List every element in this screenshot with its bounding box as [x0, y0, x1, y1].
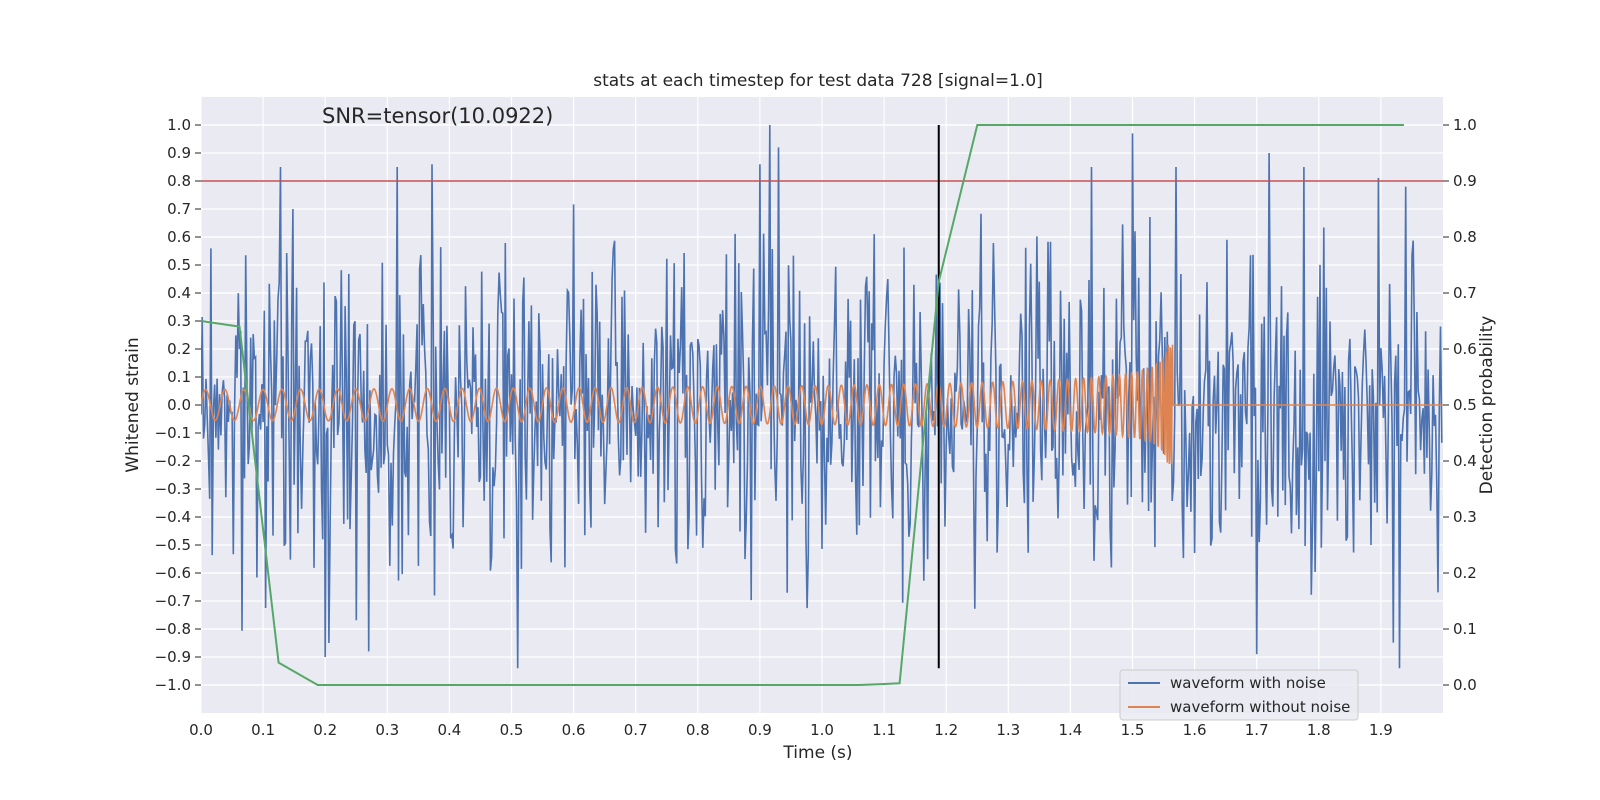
y-tick-label: −1.0 — [155, 676, 191, 694]
x-axis-label: Time (s) — [782, 743, 852, 763]
y2-tick-label: 0.6 — [1453, 340, 1477, 358]
x-tick-label: 0.3 — [375, 721, 399, 739]
y-tick-label: 0.9 — [167, 144, 191, 162]
x-tick-label: 0.1 — [251, 721, 275, 739]
y-tick-label: 0.3 — [167, 312, 191, 330]
y-tick-label: −0.6 — [155, 564, 191, 582]
series-layer — [201, 124, 1443, 669]
y-tick-label: −0.7 — [155, 592, 191, 610]
x-tick-label: 1.7 — [1245, 721, 1269, 739]
y2-tick-label: 0.7 — [1453, 284, 1477, 302]
legend-label-noise: waveform with noise — [1170, 674, 1326, 692]
y-tick-label: 1.0 — [167, 116, 191, 134]
x-tick-label: 1.4 — [1058, 721, 1082, 739]
y-tick-label: −0.1 — [155, 424, 191, 442]
y2-tick-label: 0.1 — [1453, 620, 1477, 638]
y-tick-label: −0.2 — [155, 452, 191, 470]
y2-tick-label: 0.8 — [1453, 228, 1477, 246]
detection-probability-line — [201, 124, 1404, 686]
x-tick-label: 1.0 — [810, 721, 834, 739]
y-tick-label: 0.6 — [167, 228, 191, 246]
x-tick-label: 0.9 — [748, 721, 772, 739]
clean-chirp-line — [201, 344, 1443, 464]
y2-tick-label: 1.0 — [1453, 116, 1477, 134]
legend-label-clean: waveform without noise — [1170, 698, 1350, 716]
y-tick-label: −0.4 — [155, 508, 191, 526]
y-tick-label: 0.2 — [167, 340, 191, 358]
overlay-layer — [201, 124, 1443, 686]
x-tick-label: 1.5 — [1121, 721, 1145, 739]
x-tick-label: 1.6 — [1183, 721, 1207, 739]
ticks-layer: 0.0 0.1 0.2 0.3 0.4 0.5 0.6 0.7 0.8 0.9 1.0 1.1 1.2 1… — [155, 116, 1477, 739]
x-tick-label: 1.3 — [996, 721, 1020, 739]
x-tick-label: 1.9 — [1369, 721, 1393, 739]
noisy-strain-line — [201, 124, 1443, 669]
y-axis-label: Whitened strain — [123, 337, 143, 472]
y-tick-label: 0.5 — [167, 256, 191, 274]
x-tick-label: 0.0 — [189, 721, 213, 739]
legend: waveform with noise waveform without noi… — [1119, 669, 1359, 721]
x-tick-label: 0.8 — [686, 721, 710, 739]
y-tick-label: −0.8 — [155, 620, 191, 638]
legend-box — [1119, 669, 1359, 721]
x-tick-label: 1.2 — [934, 721, 958, 739]
y2-tick-label: 0.4 — [1453, 452, 1477, 470]
y-tick-label: 0.7 — [167, 200, 191, 218]
y-tick-label: −0.3 — [155, 480, 191, 498]
x-tick-label: 0.7 — [624, 721, 648, 739]
y2-tick-label: 0.5 — [1453, 396, 1477, 414]
y-tick-label: 0.4 — [167, 284, 191, 302]
snr-annotation: SNR=tensor(10.0922) — [322, 104, 553, 128]
y2-tick-label: 0.9 — [1453, 172, 1477, 190]
x-tick-label: 0.2 — [313, 721, 337, 739]
y2-tick-label: 0.0 — [1453, 676, 1477, 694]
x-tick-label: 0.6 — [562, 721, 586, 739]
chart-title: stats at each timestep for test data 728… — [593, 71, 1043, 91]
y2-tick-label: 0.3 — [1453, 508, 1477, 526]
y-tick-label: 0.1 — [167, 368, 191, 386]
x-tick-label: 1.1 — [872, 721, 896, 739]
y-tick-label: −0.5 — [155, 536, 191, 554]
x-tick-label: 1.8 — [1307, 721, 1331, 739]
y-tick-label: 0.8 — [167, 172, 191, 190]
x-tick-label: 0.4 — [437, 721, 461, 739]
x-tick-label: 0.5 — [500, 721, 524, 739]
y2-tick-label: 0.2 — [1453, 564, 1477, 582]
y-tick-label: −0.9 — [155, 648, 191, 666]
y-tick-label: 0.0 — [167, 396, 191, 414]
y2-axis-label: Detection probability — [1477, 316, 1497, 495]
